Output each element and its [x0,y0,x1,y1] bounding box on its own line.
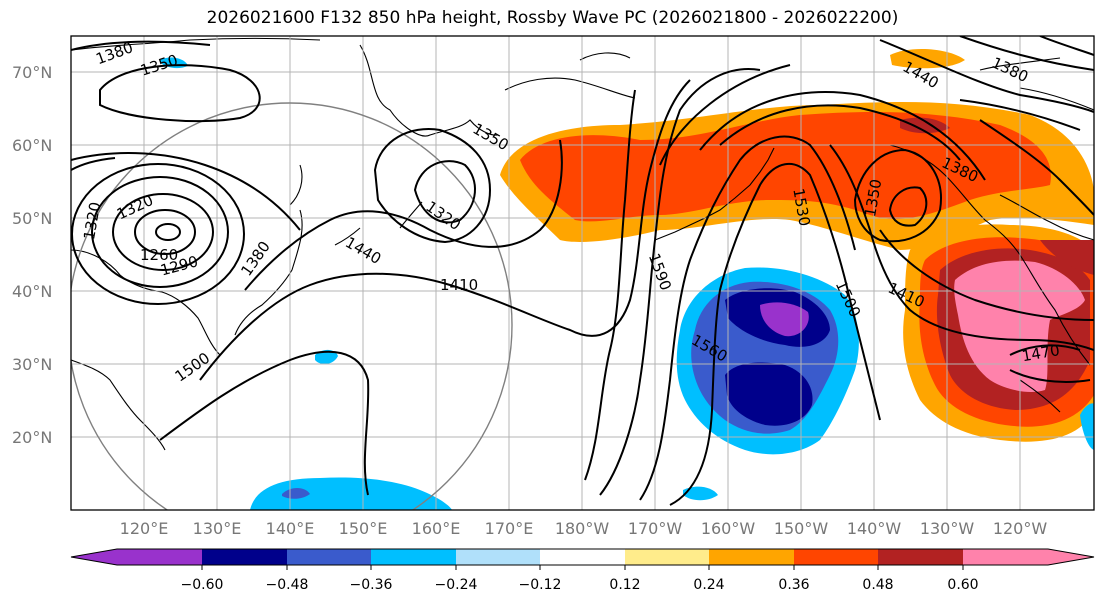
colorbar-tick-label: 0.12 [609,577,640,593]
colorbar-tick-label: −0.60 [181,577,224,593]
colorbar: −0.60 −0.48 −0.36 −0.24 −0.12 0.12 0.24 … [70,548,1095,593]
lat-label: 60°N [12,136,52,155]
lat-label: 20°N [12,428,52,447]
lon-label: 170°W [628,519,683,538]
lon-label: 150°W [774,519,829,538]
colorbar-cell [202,549,287,565]
lon-label: 130°W [920,519,975,538]
graticule [71,36,1094,510]
colorbar-outline [70,548,1095,566]
colorbar-tick-label: 0.48 [862,577,893,593]
contour-label: 1410 [440,276,478,294]
positive-anomaly-north-pacific [500,48,1094,251]
colorbar-cell [371,549,456,565]
colorbar-tick-label: −0.48 [266,577,309,593]
latitude-labels: 70°N 60°N 50°N 40°N 30°N 20°N [12,63,52,447]
lon-label: 140°E [266,519,315,538]
colorbar-tick-label: −0.24 [435,577,478,593]
colorbar-tick-label: 0.24 [693,577,724,593]
lat-label: 50°N [12,209,52,228]
lon-label: 180°W [555,519,610,538]
map-frame [70,35,1095,511]
colorbar-cell [709,549,794,565]
colorbar-cell [71,549,202,565]
lat-label: 30°N [12,355,52,374]
colorbar-cell [963,549,1094,565]
colorbar-cell [456,549,540,565]
map-title: 2026021600 F132 850 hPa height, Rossby W… [206,8,899,28]
colorbar-cell [540,549,625,565]
colorbar-cell [625,549,709,565]
lon-label: 160°W [701,519,756,538]
lon-label: 130°E [193,519,242,538]
negative-anomaly-south-china-sea [250,477,452,510]
colorbar-cell [794,549,878,565]
lon-label: 120°E [120,519,169,538]
height-contours [71,36,1094,506]
colorbar-tick-label: −0.36 [350,577,393,593]
reference-circle [71,102,513,510]
lon-label: 150°E [339,519,388,538]
coastlines [71,37,1094,451]
positive-anomaly-western-usa [903,224,1094,442]
lat-label: 70°N [12,63,52,82]
contour-label: 1260 [140,246,178,264]
colorbar-cell [878,549,963,565]
lon-label: 160°E [412,519,461,538]
lat-label: 40°N [12,282,52,301]
colorbar-tick-label: 0.60 [947,577,978,593]
lon-label: 120°W [993,519,1048,538]
longitude-labels: 120°E 130°E 140°E 150°E 160°E 170°E 180°… [120,519,1048,538]
colorbar-tick-label: 0.36 [778,577,809,593]
lon-label: 140°W [847,519,902,538]
colorbar-cell [287,549,371,565]
lon-label: 170°E [485,519,534,538]
colorbar-tick-label: −0.12 [519,577,562,593]
